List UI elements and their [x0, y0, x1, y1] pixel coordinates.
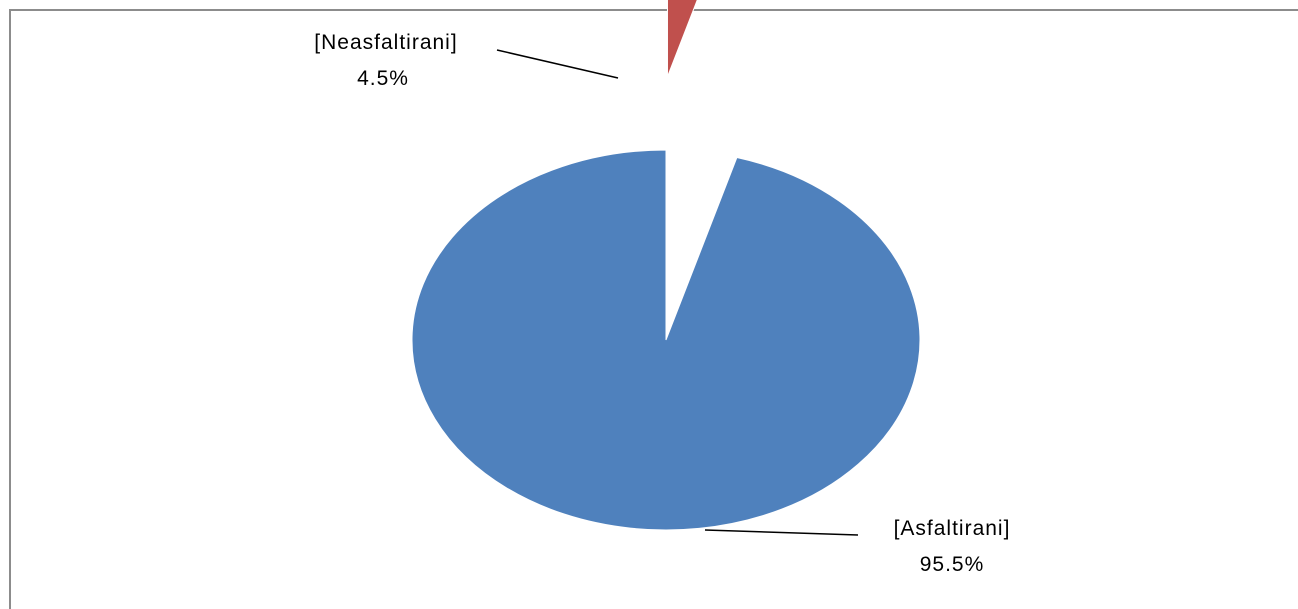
pie-chart: [Asfaltirani] 95.5% [Neasfaltirani] 4.5%: [314, 0, 1011, 576]
data-label-value-asfaltirani: 95.5%: [920, 553, 985, 576]
pie-slice-asfaltirani: [411, 149, 921, 531]
data-label-name-asfaltirani: [Asfaltirani]: [894, 517, 1011, 540]
data-label-value-neasfaltirani: 4.5%: [357, 67, 409, 90]
leader-line-neasfaltirani: [496, 49, 619, 79]
chart-area: [9, 9, 1298, 609]
leader-line-asfaltirani: [704, 529, 859, 536]
pie-slice-neasfaltirani: [666, 0, 698, 77]
data-label-name-neasfaltirani: [Neasfaltirani]: [314, 31, 457, 54]
